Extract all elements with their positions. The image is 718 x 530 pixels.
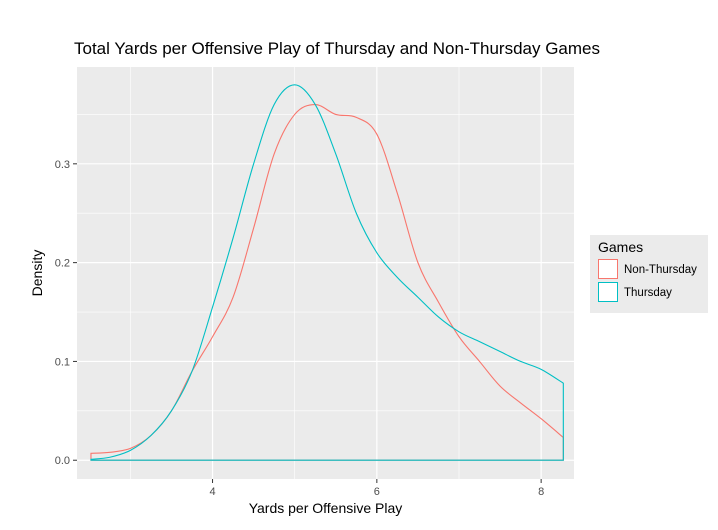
y-axis: 0.0 0.1 0.2 0.3 [55, 159, 77, 467]
y-axis-title: Density [29, 250, 45, 297]
plot-panel [77, 67, 574, 479]
series-line-thursday [90, 84, 564, 461]
legend-label: Non-Thursday [624, 264, 697, 276]
x-tick-label: 6 [374, 486, 380, 498]
x-axis-title: Yards per Offensive Play [249, 500, 403, 516]
legend-key-background [598, 259, 618, 279]
y-tick-label: 0.0 [55, 455, 70, 467]
x-tick-label: 4 [209, 486, 215, 498]
legend-label: Thursday [624, 287, 672, 299]
x-axis: 4 6 8 [209, 479, 544, 498]
legend-items: Non-Thursday Thursday [598, 259, 697, 302]
minor-gridlines [77, 67, 574, 479]
x-tick-label: 8 [538, 486, 544, 498]
legend-key [598, 282, 618, 302]
y-tick-label: 0.1 [55, 356, 70, 368]
legend-key [598, 259, 618, 279]
legend: Games Non-Thursday Thursday [590, 235, 708, 313]
legend-title: Games [598, 239, 643, 255]
legend-key-background [598, 282, 618, 302]
y-tick-label: 0.2 [55, 258, 70, 270]
y-tick-label: 0.3 [55, 159, 70, 171]
chart-title: Total Yards per Offensive Play of Thursd… [74, 39, 600, 58]
series-lines [90, 84, 564, 461]
